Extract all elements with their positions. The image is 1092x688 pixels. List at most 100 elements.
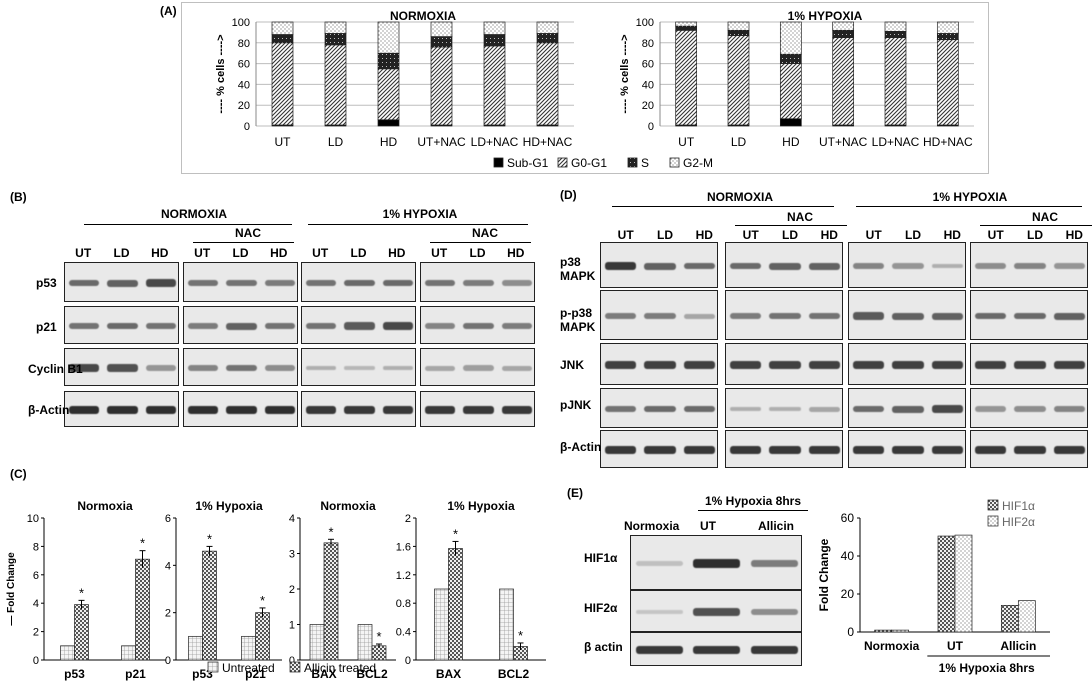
protein-band <box>424 279 456 287</box>
bar-untreated <box>434 588 449 661</box>
bar-hif1a <box>937 535 956 633</box>
lane-label: HD <box>695 228 713 242</box>
protein-band <box>344 322 375 330</box>
protein-band <box>501 365 533 371</box>
lane-label: HD <box>151 246 169 260</box>
blot-image <box>420 306 535 344</box>
protein-band <box>852 361 885 369</box>
y-tick-label: 2 <box>33 627 39 639</box>
bar-g0-g1 <box>430 46 453 126</box>
bar-allicin <box>135 558 150 661</box>
blot-image <box>725 430 843 468</box>
lane-label: UT <box>865 228 882 242</box>
protein-band <box>974 263 1007 269</box>
blot-image <box>848 242 966 288</box>
protein-band <box>501 405 533 415</box>
x-tick-label: BCL2 <box>356 667 388 681</box>
blot-image <box>725 242 843 288</box>
protein-band <box>683 262 716 270</box>
blot-image <box>970 388 1088 428</box>
protein-band <box>424 323 456 329</box>
group-label: 1% Hypoxia 8hrs <box>939 661 1035 675</box>
row-label: β-Actin <box>28 403 70 417</box>
blot-image <box>301 391 416 427</box>
protein-band <box>974 406 1007 412</box>
protein-band <box>382 279 414 287</box>
lane-label: UT <box>742 228 759 242</box>
protein-band <box>644 361 676 369</box>
nac-header: NAC <box>472 226 498 240</box>
protein-band <box>808 361 841 369</box>
panel-d-hypoxia-line <box>856 206 1082 207</box>
protein-band <box>852 263 885 269</box>
protein-band <box>604 312 637 320</box>
protein-band <box>644 312 676 320</box>
protein-band <box>892 263 924 269</box>
bar-g2-m <box>727 21 750 31</box>
protein-band <box>808 406 841 412</box>
row-label: JNK <box>560 358 585 372</box>
bar-s <box>675 25 698 31</box>
protein-band <box>808 262 841 270</box>
lane-label: UT <box>700 519 716 533</box>
protein-band <box>750 645 798 655</box>
protein-band <box>604 445 637 455</box>
protein-band <box>187 279 219 287</box>
lane-label: HD <box>820 228 838 242</box>
bar-untreated <box>499 588 514 661</box>
lane-label: LD <box>656 228 673 242</box>
lane-label: UT <box>431 246 448 260</box>
protein-band <box>145 365 177 371</box>
y-tick-label: 100 <box>636 17 654 29</box>
protein-band <box>644 262 676 270</box>
x-tick-label: LD+NAC <box>872 135 920 149</box>
blot-image <box>970 430 1088 468</box>
protein-band <box>107 405 138 415</box>
lane-label: Allicin <box>758 519 795 533</box>
row-label: Cyclin B1 <box>28 362 83 376</box>
y-tick-label: 2 <box>405 513 411 525</box>
x-tick-label: UT+NAC <box>417 135 466 149</box>
blot-image <box>301 306 416 344</box>
protein-band <box>852 312 885 320</box>
protein-band <box>264 405 296 415</box>
y-tick-label: 2 <box>165 608 171 620</box>
bar-sub-g1 <box>377 119 400 127</box>
chart-title: 1% Hypoxia <box>195 499 263 513</box>
y-tick-label: 40 <box>642 79 654 91</box>
protein-band <box>145 322 177 330</box>
bar-g2-m <box>483 21 506 35</box>
protein-band <box>636 645 684 655</box>
y-tick-label: 8 <box>33 541 39 553</box>
protein-band <box>750 560 798 567</box>
nac-line <box>980 225 1092 226</box>
bar-g2-m <box>536 21 559 34</box>
blot-image <box>183 348 298 386</box>
bar-s <box>832 29 855 38</box>
protein-band <box>644 405 676 413</box>
y-tick-label: 4 <box>33 598 39 610</box>
bar-g0-g1 <box>675 29 698 126</box>
significance-star: * <box>376 629 381 644</box>
y-tick-label: 2 <box>289 584 295 596</box>
chart-normoxia-cell-cycle: NORMOXIA 0 20 40 60 80 100 UT LD HD UT+NAC LD+NAC HD… <box>215 9 574 149</box>
bar-allicin <box>448 548 463 661</box>
protein-band <box>892 312 924 320</box>
row-label: p53 <box>36 276 57 290</box>
protein-band <box>226 322 257 330</box>
blot-image <box>301 348 416 386</box>
y-tick-label: 20 <box>841 587 855 601</box>
blot-image <box>848 343 966 385</box>
lane-label: LD <box>469 246 486 260</box>
y-tick-label: 0 <box>289 655 295 667</box>
significance-star: * <box>518 628 523 643</box>
legend-label: Untreated <box>222 661 275 675</box>
blot-image <box>600 388 718 428</box>
significance-star: * <box>260 593 265 608</box>
x-tick-label: UT <box>947 639 964 653</box>
panel-d-label: (D) <box>560 188 577 202</box>
blot-image <box>970 290 1088 340</box>
bar-g2-m <box>377 21 400 54</box>
bar-s <box>779 53 802 64</box>
protein-band <box>68 364 100 372</box>
